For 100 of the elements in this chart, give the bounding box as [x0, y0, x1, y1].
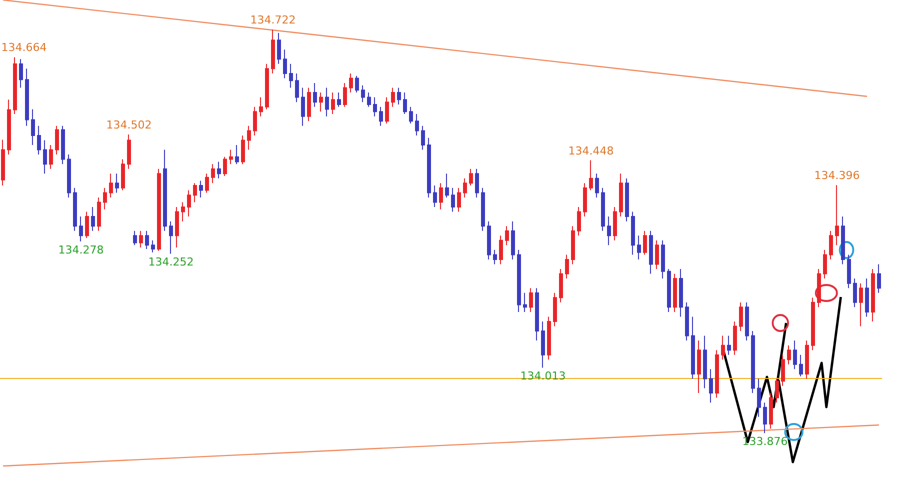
candlestick — [385, 96, 389, 124]
candlestick — [871, 268, 875, 322]
candlestick — [343, 82, 347, 108]
candlestick — [7, 99, 11, 156]
candlestick — [679, 268, 683, 318]
candlestick — [805, 340, 809, 380]
candlestick — [529, 288, 533, 312]
candlestick — [877, 264, 881, 294]
candlestick — [247, 125, 251, 150]
candlestick — [367, 92, 371, 108]
candlestick — [457, 187, 461, 212]
candlestick — [547, 316, 551, 360]
candlestick — [331, 92, 335, 114]
candlestick — [607, 216, 611, 246]
candlestick — [811, 297, 815, 351]
candlestick — [451, 187, 455, 212]
candlestick — [397, 87, 401, 105]
candlestick — [799, 354, 803, 377]
candlestick — [517, 249, 521, 312]
candlestick — [259, 96, 263, 117]
candlestick — [199, 180, 203, 198]
candlestick — [31, 108, 35, 146]
candlestick — [493, 249, 497, 265]
candlestick — [745, 302, 749, 342]
candlestick — [1, 139, 5, 186]
candlestick — [661, 240, 665, 280]
candlestick — [499, 235, 503, 265]
candlestick — [421, 125, 425, 150]
candlestick — [49, 144, 53, 170]
candlestick — [415, 113, 419, 136]
candlestick — [19, 58, 23, 88]
candlestick — [475, 168, 479, 198]
candlestick — [355, 75, 359, 94]
annotation: 134.252 — [148, 256, 194, 269]
annotation: 134.448 — [568, 144, 614, 158]
candlestick — [187, 190, 191, 218]
candlestick — [577, 206, 581, 236]
candlestick — [121, 158, 125, 191]
candlestick — [409, 106, 413, 124]
candlestick — [403, 92, 407, 114]
candlestick — [715, 350, 719, 398]
candlestick — [337, 92, 341, 108]
annotation: 134.396 — [814, 169, 860, 182]
candlestick — [481, 187, 485, 232]
candlestick — [193, 182, 197, 203]
candlestick — [853, 278, 857, 308]
candlestick — [175, 206, 179, 248]
candlestick — [673, 273, 677, 312]
candlestick — [373, 96, 377, 117]
candlestick — [289, 63, 293, 88]
candlestick — [703, 335, 707, 389]
candlestick — [781, 354, 785, 386]
candlestick — [733, 320, 737, 356]
candlestick — [763, 402, 767, 434]
candlestick — [865, 278, 869, 318]
candlestick — [139, 230, 143, 248]
candlestick — [91, 206, 95, 232]
candlestick — [439, 182, 443, 210]
candlestick — [571, 226, 575, 265]
candlestick — [217, 161, 221, 179]
candlestick — [541, 320, 545, 368]
candlestick — [751, 330, 755, 394]
candlestick — [691, 316, 695, 380]
candlestick — [559, 268, 563, 303]
candlestick — [157, 168, 161, 252]
candlestick — [79, 216, 83, 242]
candlestick — [847, 254, 851, 289]
candlestick — [145, 230, 149, 250]
candlestick — [253, 106, 257, 136]
candlestick — [469, 168, 473, 186]
candlestick — [625, 178, 629, 222]
candlestick — [619, 173, 623, 218]
annotation: 134.664 — [1, 41, 47, 54]
candlestick — [205, 173, 209, 194]
candlestick — [835, 184, 839, 246]
candlestick — [37, 125, 41, 156]
candlestick — [709, 368, 713, 404]
candlestick — [349, 72, 353, 94]
candlestick — [43, 140, 47, 174]
candlestick — [169, 220, 173, 254]
candlestick — [535, 288, 539, 342]
candlestick — [277, 32, 281, 64]
candlestick — [817, 268, 821, 308]
candlestick — [307, 87, 311, 122]
candlestick — [523, 292, 527, 312]
candlestick — [667, 268, 671, 312]
candlestick — [553, 292, 557, 327]
candlestick — [229, 149, 233, 165]
candlestick — [685, 302, 689, 342]
candlestick — [295, 72, 299, 103]
candlestick — [739, 302, 743, 332]
candlestick — [433, 185, 437, 208]
candlestick — [109, 173, 113, 198]
candlestick — [241, 134, 245, 165]
candlestick — [85, 211, 89, 239]
candlestick — [649, 230, 653, 274]
candlestick — [319, 92, 323, 112]
candlestick — [631, 211, 635, 256]
annotation: 134.502 — [106, 118, 152, 132]
candlestick — [823, 249, 827, 280]
